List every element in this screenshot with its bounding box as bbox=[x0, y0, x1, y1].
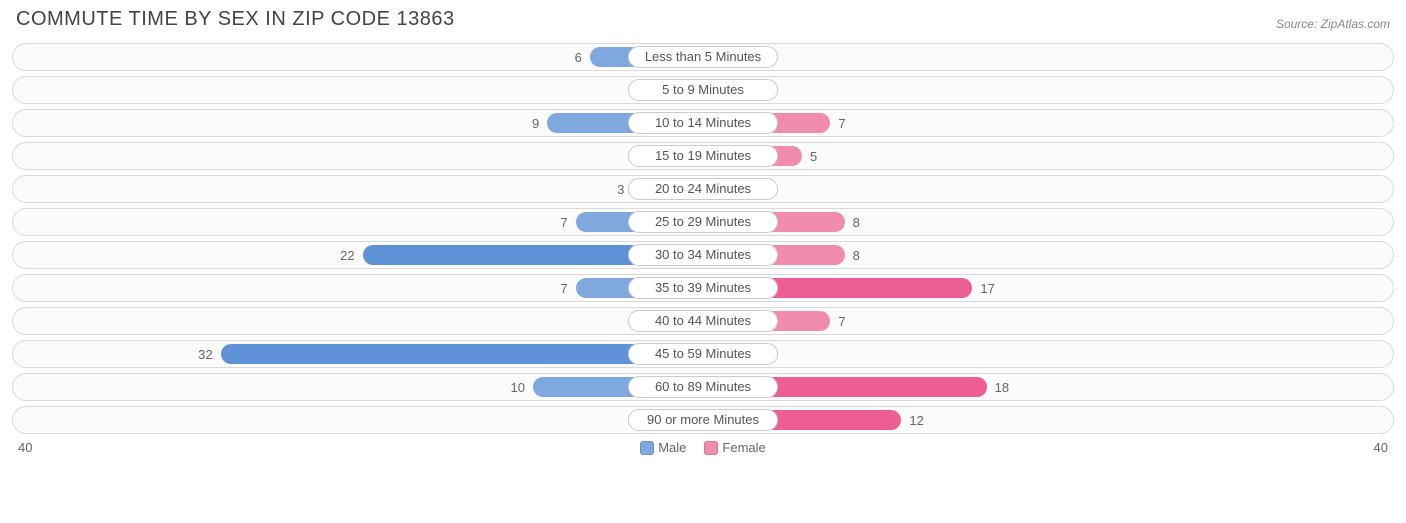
chart-row: 225 to 9 Minutes bbox=[12, 76, 1394, 104]
chart-row: 22 8 30 to 34 Minutes bbox=[12, 241, 1394, 269]
female-half: 7 bbox=[703, 110, 1393, 136]
chart-title: COMMUTE TIME BY SEX IN ZIP CODE 13863 bbox=[16, 8, 455, 31]
chart-row: 7 8 25 to 29 Minutes bbox=[12, 208, 1394, 236]
male-half: 7 bbox=[13, 275, 703, 301]
category-pill: 60 to 89 Minutes bbox=[628, 376, 778, 398]
female-half: 17 bbox=[703, 275, 1393, 301]
category-pill: 25 to 29 Minutes bbox=[628, 211, 778, 233]
male-half: 2 bbox=[13, 143, 703, 169]
male-half: 6 bbox=[13, 44, 703, 70]
male-half: 7 bbox=[13, 209, 703, 235]
chart-row: 32 045 to 59 Minutes bbox=[12, 340, 1394, 368]
female-half: 8 bbox=[703, 242, 1393, 268]
male-value: 22 bbox=[332, 248, 362, 263]
female-swatch-icon bbox=[704, 441, 718, 455]
female-value: 18 bbox=[987, 380, 1017, 395]
chart-row: 0 12 90 or more Minutes bbox=[12, 406, 1394, 434]
female-value: 8 bbox=[845, 248, 868, 263]
female-value: 7 bbox=[830, 116, 853, 131]
category-pill: 10 to 14 Minutes bbox=[628, 112, 778, 134]
commute-chart: COMMUTE TIME BY SEX IN ZIP CODE 13863 So… bbox=[0, 0, 1406, 461]
female-half: 8 bbox=[703, 209, 1393, 235]
legend-male-label: Male bbox=[658, 440, 686, 455]
male-half: 2 bbox=[13, 308, 703, 334]
male-half: 9 bbox=[13, 110, 703, 136]
female-half: 5 bbox=[703, 143, 1393, 169]
chart-row: 10 18 60 to 89 Minutes bbox=[12, 373, 1394, 401]
chart-row: 9 7 10 to 14 Minutes bbox=[12, 109, 1394, 137]
category-pill: 30 to 34 Minutes bbox=[628, 244, 778, 266]
chart-header: COMMUTE TIME BY SEX IN ZIP CODE 13863 So… bbox=[12, 8, 1394, 31]
male-value: 10 bbox=[503, 380, 533, 395]
chart-row: 3120 to 24 Minutes bbox=[12, 175, 1394, 203]
category-pill: 90 or more Minutes bbox=[628, 409, 778, 431]
female-half: 2 bbox=[703, 77, 1393, 103]
male-value: 32 bbox=[190, 347, 220, 362]
category-pill: Less than 5 Minutes bbox=[628, 46, 778, 68]
male-half: 32 bbox=[13, 341, 703, 367]
chart-row: 7 17 35 to 39 Minutes bbox=[12, 274, 1394, 302]
legend-male: Male bbox=[640, 440, 686, 455]
male-half: 2 bbox=[13, 77, 703, 103]
category-pill: 20 to 24 Minutes bbox=[628, 178, 778, 200]
male-half: 22 bbox=[13, 242, 703, 268]
category-pill: 5 to 9 Minutes bbox=[628, 79, 778, 101]
female-value: 17 bbox=[972, 281, 1002, 296]
male-swatch-icon bbox=[640, 441, 654, 455]
chart-footer: 40 Male Female 40 bbox=[12, 440, 1394, 455]
female-half: 0 bbox=[703, 341, 1393, 367]
legend-female: Female bbox=[704, 440, 765, 455]
axis-max-right: 40 bbox=[1348, 440, 1388, 455]
male-value: 9 bbox=[524, 116, 547, 131]
female-half: 18 bbox=[703, 374, 1393, 400]
female-value: 8 bbox=[845, 215, 868, 230]
legend-female-label: Female bbox=[722, 440, 765, 455]
female-half: 7 bbox=[703, 308, 1393, 334]
male-half: 3 bbox=[13, 176, 703, 202]
male-value: 6 bbox=[567, 50, 590, 65]
female-half: 0 bbox=[703, 44, 1393, 70]
category-pill: 15 to 19 Minutes bbox=[628, 145, 778, 167]
chart-source: Source: ZipAtlas.com bbox=[1276, 17, 1390, 31]
chart-row: 6 0Less than 5 Minutes bbox=[12, 43, 1394, 71]
chart-row: 2 7 40 to 44 Minutes bbox=[12, 307, 1394, 335]
male-value: 7 bbox=[552, 215, 575, 230]
chart-row: 2 5 15 to 19 Minutes bbox=[12, 142, 1394, 170]
male-half: 0 bbox=[13, 407, 703, 433]
female-value: 7 bbox=[830, 314, 853, 329]
female-value: 5 bbox=[802, 149, 825, 164]
axis-max-left: 40 bbox=[18, 440, 58, 455]
male-value: 7 bbox=[552, 281, 575, 296]
category-pill: 35 to 39 Minutes bbox=[628, 277, 778, 299]
female-half: 1 bbox=[703, 176, 1393, 202]
male-half: 10 bbox=[13, 374, 703, 400]
female-half: 12 bbox=[703, 407, 1393, 433]
category-pill: 40 to 44 Minutes bbox=[628, 310, 778, 332]
chart-legend: Male Female bbox=[58, 440, 1348, 455]
chart-rows: 60Less than 5 Minutes225 to 9 Minutes971… bbox=[12, 43, 1394, 434]
category-pill: 45 to 59 Minutes bbox=[628, 343, 778, 365]
female-value: 12 bbox=[901, 413, 931, 428]
